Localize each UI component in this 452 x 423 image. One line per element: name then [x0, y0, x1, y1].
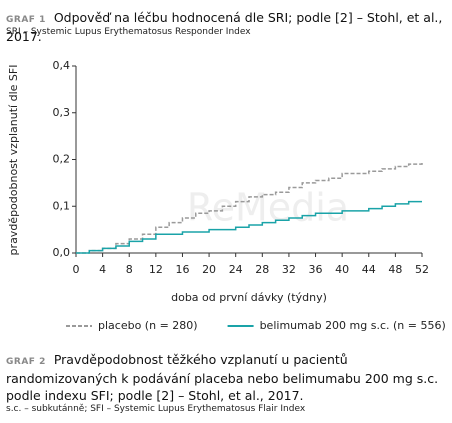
x-tick-label: 4	[99, 263, 106, 276]
figure-label: GRAF 1	[6, 15, 46, 25]
x-tick-label: 52	[415, 263, 429, 276]
figure-caption: Pravděpodobnost těžkého vzplanutí u paci…	[6, 352, 439, 403]
x-tick-label: 44	[362, 263, 376, 276]
caption-1: GRAF 1 Odpověď na léčbu hodnocená dle SRI…	[6, 7, 446, 45]
y-tick-label: 0,3	[53, 106, 71, 119]
figure-label: GRAF 2	[6, 357, 46, 367]
legend-label: belimumab 200 mg s.c. (n = 556)	[260, 319, 446, 332]
x-tick-label: 0	[73, 263, 80, 276]
x-tick-label: 28	[255, 263, 269, 276]
figure-title: Odpověď na léčbu hodnocená dle SRI; podl…	[6, 10, 443, 44]
x-tick-label: 20	[202, 263, 216, 276]
x-tick-label: 24	[229, 263, 243, 276]
figure-note: s.c. – subkutánně; SFI – Systemic Lupus …	[6, 404, 306, 414]
x-tick-label: 12	[149, 263, 163, 276]
y-tick-label: 0,0	[53, 246, 71, 259]
x-tick-label: 16	[175, 263, 189, 276]
x-tick-label: 32	[282, 263, 296, 276]
chart: ReMedia pravděpodobnost vzplanutí dle SF…	[7, 59, 446, 332]
series-line	[76, 200, 422, 254]
legend-label: placebo (n = 280)	[98, 319, 198, 332]
y-tick-label: 0,1	[53, 199, 71, 212]
y-tick-label: 0,4	[53, 59, 71, 72]
x-tick-label: 48	[388, 263, 402, 276]
y-tick-label: 0,2	[53, 153, 71, 166]
caption-2: GRAF 2 Pravděpodobnost těžkého vzplanutí …	[6, 351, 446, 404]
series-line	[76, 161, 423, 254]
y-axis-label: pravděpodobnost vzplanutí dle SFI	[7, 65, 20, 256]
x-tick-label: 40	[335, 263, 349, 276]
x-tick-label: 36	[309, 263, 323, 276]
x-tick-label: 8	[126, 263, 133, 276]
figure-subtitle: SRI – Systemic Lupus Erythematosus Respo…	[6, 27, 251, 37]
x-axis-label: doba od první dávky (týdny)	[171, 291, 327, 304]
